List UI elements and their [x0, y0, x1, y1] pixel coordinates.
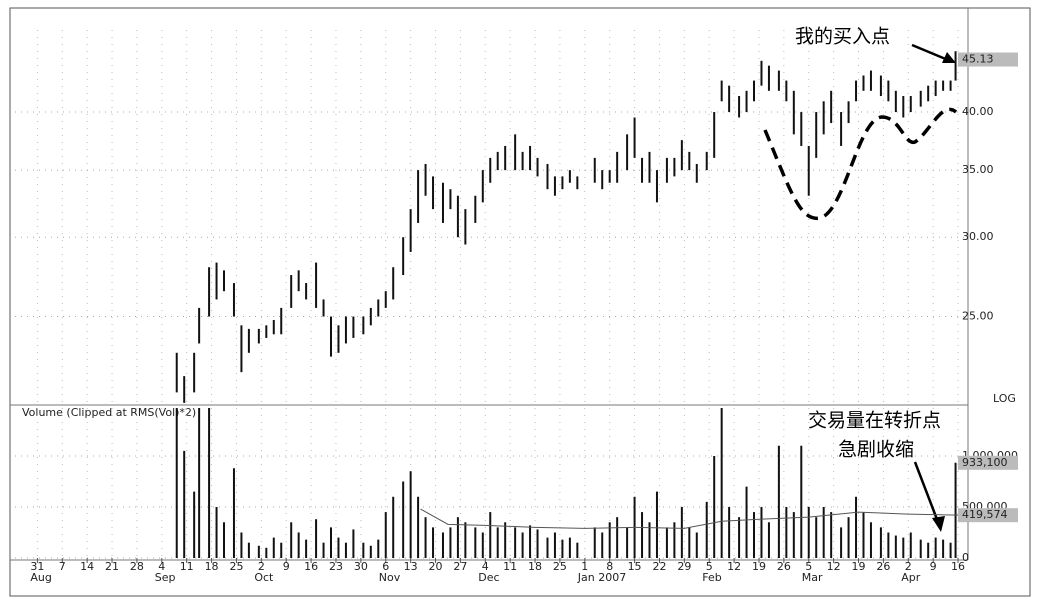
x-tick-label: 6: [382, 560, 389, 573]
x-tick-label: 9: [930, 560, 937, 573]
month-label: Jan 2007: [577, 571, 626, 584]
annotation: 交易量在转折点: [808, 410, 941, 432]
x-tick-label: 26: [777, 560, 791, 573]
x-tick-label: 1: [581, 560, 588, 573]
x-tick-label: 9: [283, 560, 290, 573]
volume-average: [420, 508, 959, 529]
x-tick-label: 16: [951, 560, 965, 573]
x-tick-label: 13: [404, 560, 418, 573]
last-average: 419,574: [962, 508, 1008, 521]
x-tick-label: 18: [205, 560, 219, 573]
x-tick-label: 21: [105, 560, 119, 573]
y-tick-label: 40.00: [962, 105, 994, 118]
x-tick-label: 2: [905, 560, 912, 573]
x-tick-label: 23: [329, 560, 343, 573]
arrow-head: [942, 52, 956, 63]
y-tick-label: 35.00: [962, 163, 994, 176]
x-tick-label: 4: [482, 560, 489, 573]
volume-tick-label: 0: [962, 551, 969, 564]
x-tick-label: 5: [706, 560, 713, 573]
x-tick-label: 7: [59, 560, 66, 573]
x-tick-label: 22: [652, 560, 666, 573]
scale-label: LOG: [993, 392, 1016, 405]
frame: [9, 7, 1031, 597]
x-tick-label: 14: [80, 560, 94, 573]
last-price: 45.13: [962, 53, 994, 66]
x-tick-label: 30: [354, 560, 368, 573]
last-volume-box: [958, 455, 1018, 470]
last-volume: 933,100: [962, 456, 1008, 469]
x-tick-label: 18: [528, 560, 542, 573]
x-tick-label: 28: [130, 560, 144, 573]
annotation: 急剧收缩: [838, 439, 914, 461]
annotation: 我的买入点: [795, 26, 890, 48]
x-tick-label: 20: [429, 560, 443, 573]
x-tick-label: 27: [453, 560, 467, 573]
month-label: Mar: [802, 571, 823, 584]
x-tick-label: 8: [606, 560, 613, 573]
month-label: Aug: [30, 571, 51, 584]
arrow-head: [932, 516, 945, 532]
volume-title: Volume (Clipped at RMS(Vol)*2): [22, 406, 196, 419]
y-tick-label: 30.00: [962, 230, 994, 243]
x-tick-label: 5: [805, 560, 812, 573]
x-tick-label: 15: [628, 560, 642, 573]
y-tick-label: 25.00: [962, 310, 994, 323]
x-tick-label: 12: [827, 560, 841, 573]
month-label: Feb: [702, 571, 721, 584]
last-price-box: [958, 52, 1018, 67]
month-label: Dec: [478, 571, 499, 584]
x-tick-label: 11: [180, 560, 194, 573]
x-tick-label: 25: [229, 560, 243, 573]
arrow: [911, 43, 949, 62]
month-label: Sep: [155, 571, 176, 584]
x-tick-label: 16: [304, 560, 318, 573]
month-label: Apr: [901, 571, 921, 584]
pattern-curve: [763, 107, 958, 220]
x-tick-label: 4: [158, 560, 165, 573]
x-tick-label: 12: [727, 560, 741, 573]
x-tick-label: 11: [503, 560, 517, 573]
x-tick-label: 31: [30, 560, 44, 573]
x-tick-label: 26: [876, 560, 890, 573]
last-average-box: [958, 508, 1018, 523]
x-tick-label: 19: [752, 560, 766, 573]
x-tick-label: 2: [258, 560, 265, 573]
x-tick-label: 29: [677, 560, 691, 573]
x-tick-label: 19: [852, 560, 866, 573]
month-label: Oct: [254, 571, 274, 584]
x-tick-label: 25: [553, 560, 567, 573]
arrow: [913, 461, 940, 523]
month-label: Nov: [379, 571, 401, 584]
